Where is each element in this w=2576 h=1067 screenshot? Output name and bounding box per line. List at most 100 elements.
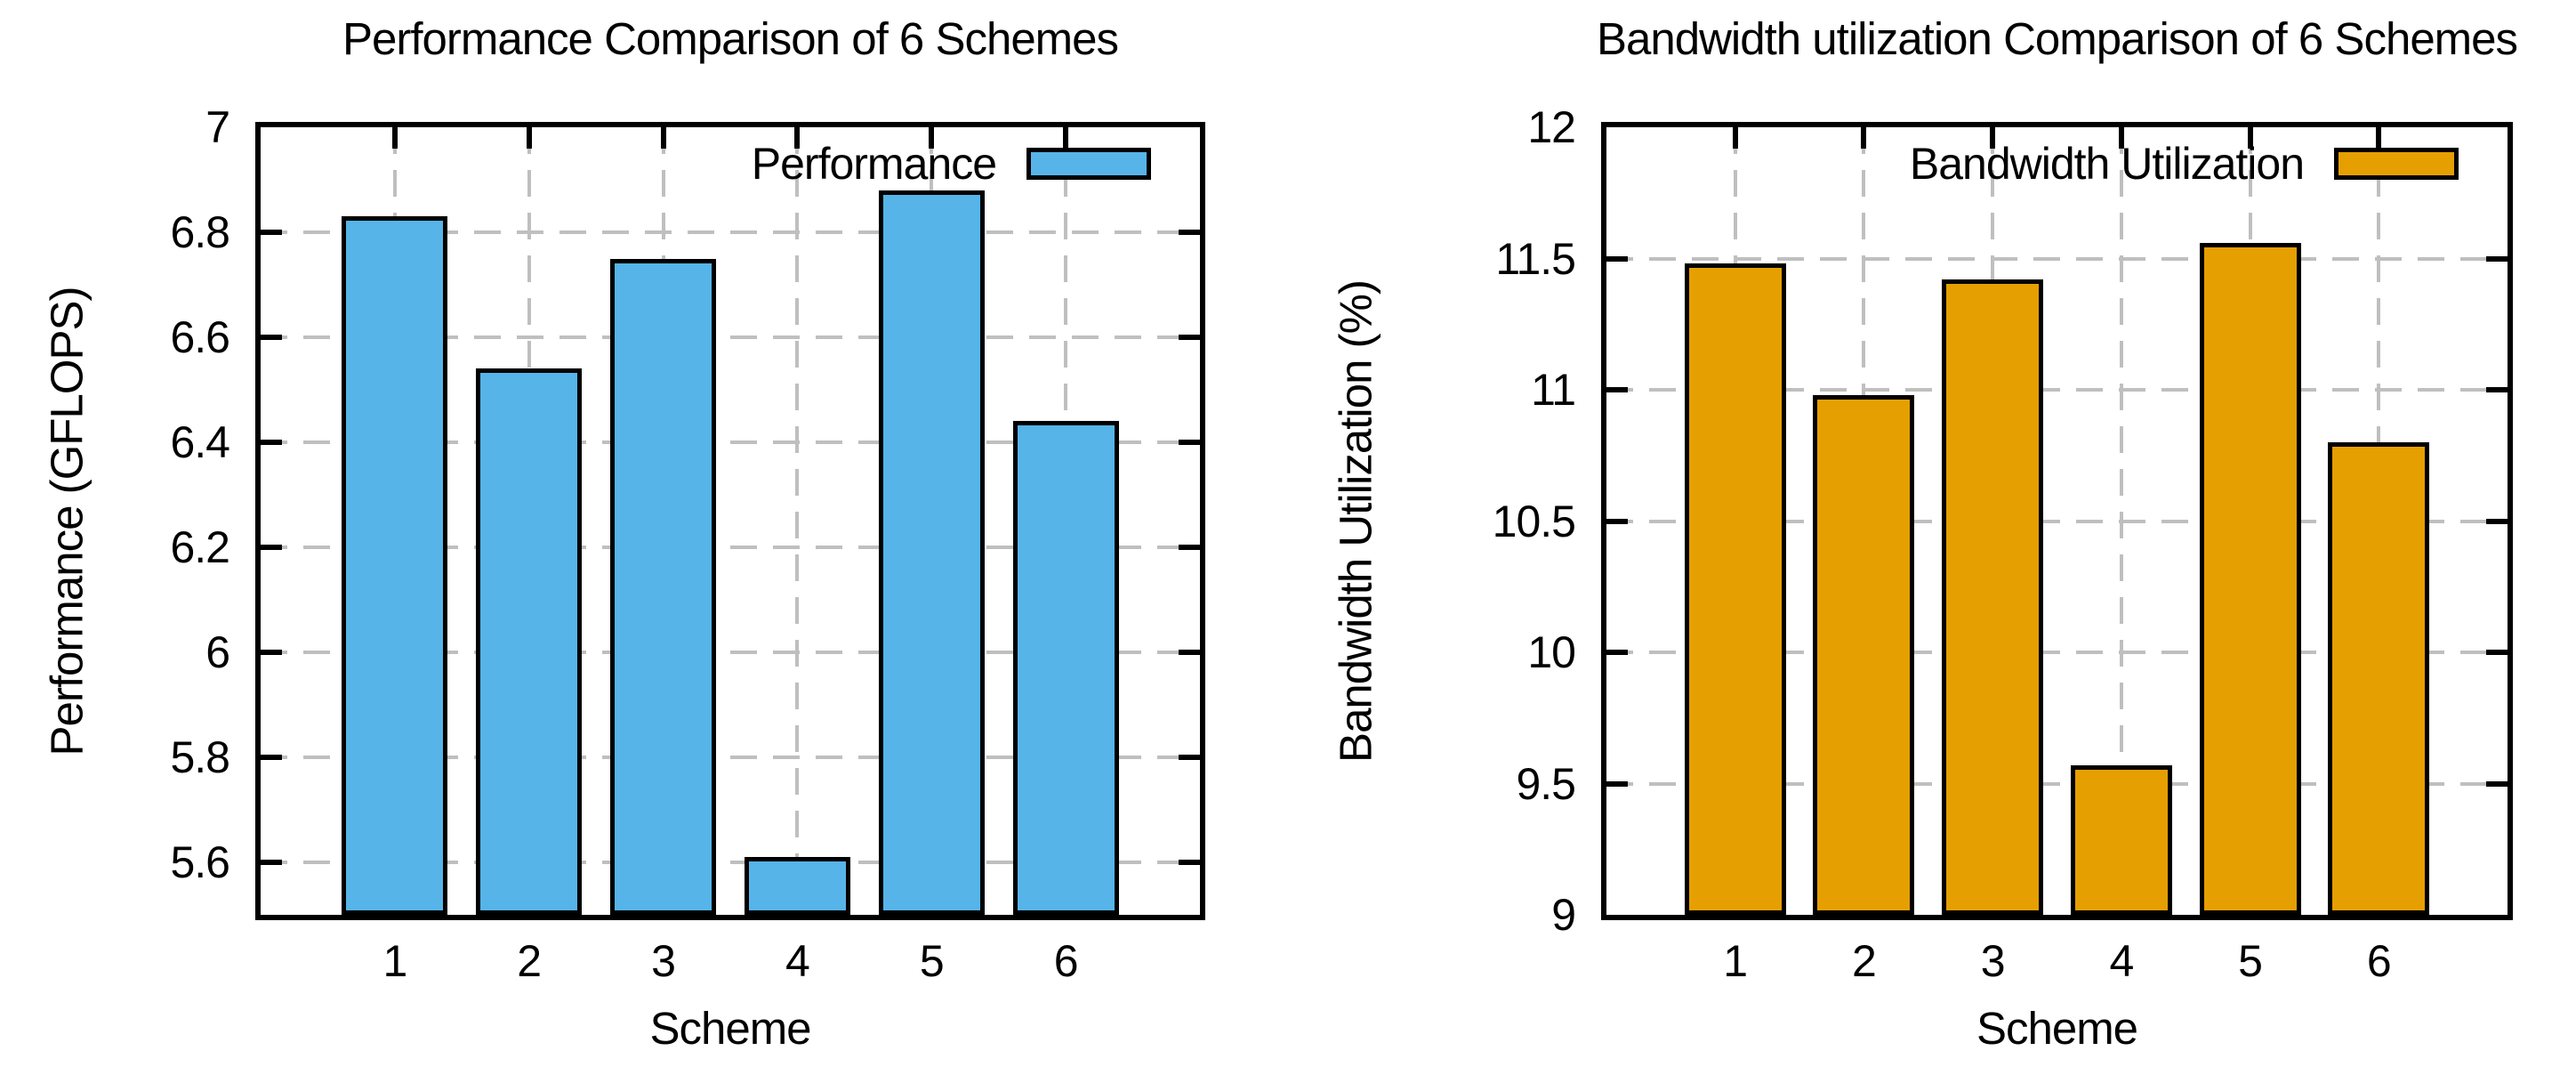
y-tick-label: 5.8: [170, 732, 230, 782]
y-gridline: [261, 230, 1200, 234]
y-tick-label: 11: [1531, 365, 1576, 415]
y-axis-tick-right: [2486, 780, 2508, 787]
y-axis-tick-right: [1179, 335, 1200, 340]
y-tick-label: 10: [1527, 627, 1576, 677]
y-axis-label: Bandwidth Utilization (%): [1330, 279, 1381, 763]
x-axis-tick-top: [794, 127, 801, 149]
y-axis-tick-left: [1606, 518, 1628, 524]
y-tick-label: 12: [1527, 102, 1576, 152]
x-axis-tick-top: [391, 127, 398, 149]
x-tick-label: 3: [651, 936, 676, 986]
y-tick-label: 9: [1551, 890, 1576, 940]
x-tick-label: 4: [2109, 936, 2134, 986]
y-tick-label: 11.5: [1495, 233, 1576, 284]
y-axis-tick-right: [2486, 255, 2508, 262]
bar-scheme-2: [1813, 394, 1915, 915]
y-tick-label: 6.6: [170, 312, 230, 362]
y-gridline: [261, 861, 1200, 864]
x-axis-tick-top: [526, 127, 532, 149]
bar-scheme-3: [1942, 279, 2044, 915]
x-axis-tick-top: [1063, 127, 1069, 149]
y-gridline: [1606, 651, 2508, 654]
x-tick-label: 5: [2238, 936, 2263, 986]
y-tick-label: 6: [205, 627, 230, 677]
y-tick-label: 7: [205, 102, 230, 152]
y-gridline: [1606, 256, 2508, 261]
bar-scheme-5: [2199, 242, 2301, 915]
y-axis-tick-left: [261, 230, 282, 235]
legend-swatch: [2334, 148, 2459, 180]
y-axis-tick-left: [1606, 780, 1628, 787]
y-gridline: [1606, 519, 2508, 523]
x-tick-label: 5: [919, 936, 945, 986]
y-axis-tick-left: [1606, 387, 1628, 392]
y-axis-tick-right: [1179, 545, 1200, 550]
x-gridline: [795, 127, 800, 915]
performance-chart: Performance Comparison of 6 Schemes Perf…: [42, 13, 1205, 1054]
y-axis-tick-right: [1179, 440, 1200, 445]
plot-area: Performance 5.6 5.8 6 6.2 6.4 6.6 6.8 7 1 2 3 4 5 6: [170, 102, 1205, 986]
x-axis-label: Scheme: [1976, 1003, 2138, 1054]
y-axis-tick-left: [261, 650, 282, 655]
y-gridline: [261, 441, 1200, 444]
y-gridline: [1606, 388, 2508, 392]
x-tick-label: 6: [2366, 936, 2392, 986]
y-axis-tick-right: [1179, 755, 1200, 760]
x-axis-label: Scheme: [649, 1003, 811, 1054]
legend-label: Bandwidth Utilization: [1909, 139, 2305, 189]
x-axis-tick-top: [2376, 127, 2382, 149]
y-gridline: [261, 335, 1200, 339]
bar-scheme-4: [744, 857, 850, 915]
y-axis-tick-left: [1606, 255, 1628, 262]
x-axis-tick-top: [2247, 127, 2253, 149]
bandwidth-chart: Bandwidth utilization Comparison of 6 Sc…: [1288, 0, 2576, 1067]
bar-scheme-1: [1684, 263, 1786, 915]
y-axis-tick-left: [1606, 650, 1628, 655]
bar-scheme-2: [476, 368, 583, 915]
x-axis-tick-top: [1861, 127, 1867, 149]
y-tick-label: 10.5: [1492, 496, 1576, 546]
plot-area: Bandwidth Utilization 9 9.5 10 10.5 11 11.5 12…: [1493, 102, 2513, 986]
y-tick-label: 5.6: [170, 837, 230, 887]
x-tick-label: 2: [1852, 936, 1877, 986]
y-tick-label: 6.8: [170, 207, 230, 257]
y-axis-tick-left: [261, 440, 282, 445]
x-axis-tick-top: [1732, 127, 1738, 149]
y-axis-tick-right: [2486, 518, 2508, 524]
bar-scheme-4: [2070, 764, 2172, 915]
y-axis-tick-right: [2486, 387, 2508, 392]
y-axis-tick-right: [1179, 650, 1200, 655]
y-gridline: [261, 546, 1200, 549]
y-axis-tick-left: [261, 335, 282, 340]
x-axis-tick-top: [2118, 127, 2124, 149]
x-tick-label: 1: [1723, 936, 1748, 986]
bar-scheme-1: [342, 216, 448, 915]
x-gridline: [2119, 127, 2123, 915]
y-axis-tick-left: [261, 755, 282, 760]
legend: Performance: [752, 138, 1151, 190]
x-axis-tick-top: [660, 127, 666, 149]
y-tick-label: 6.4: [170, 417, 230, 467]
y-axis-tick-right: [1179, 230, 1200, 235]
x-tick-label: 6: [1053, 936, 1079, 986]
x-tick-label: 4: [785, 936, 810, 986]
y-gridline: [261, 756, 1200, 759]
legend-swatch: [1026, 148, 1151, 180]
y-axis-tick-left: [261, 545, 282, 550]
chart-title: Bandwidth utilization Comparison of 6 Sc…: [1596, 13, 2518, 64]
bar-scheme-6: [2328, 442, 2430, 915]
x-tick-label: 3: [1980, 936, 2006, 986]
legend: Bandwidth Utilization: [1910, 138, 2459, 190]
y-gridline: [1606, 781, 2508, 786]
x-axis-tick-top: [1990, 127, 1996, 149]
chart-title: Performance Comparison of 6 Schemes: [342, 13, 1119, 64]
y-axis-tick-right: [1179, 860, 1200, 865]
bar-scheme-5: [878, 190, 985, 915]
bar-scheme-6: [1012, 421, 1119, 915]
y-axis-tick-right: [2486, 650, 2508, 655]
y-axis-tick-left: [261, 860, 282, 865]
y-tick-label: 9.5: [1516, 758, 1576, 809]
y-tick-label: 6.2: [170, 522, 230, 572]
legend-label: Performance: [751, 139, 997, 189]
